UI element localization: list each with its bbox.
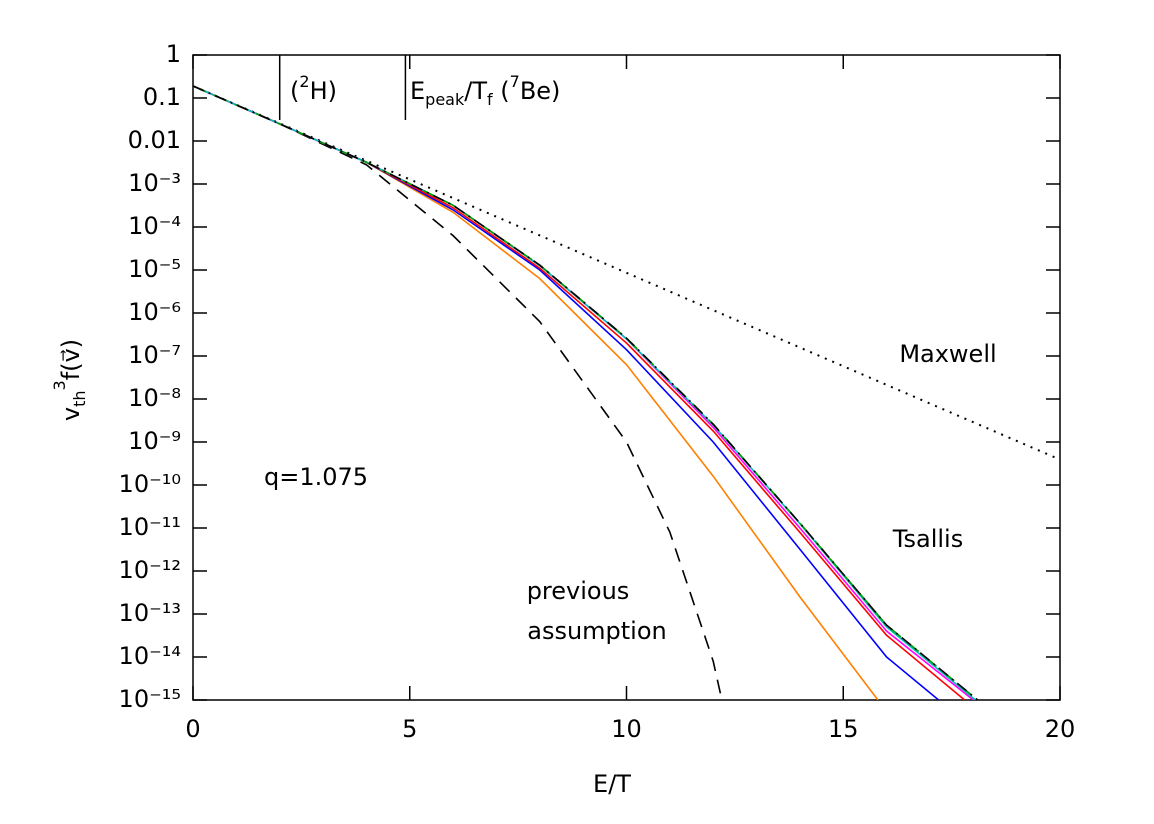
series-line: [193, 85, 979, 700]
series-line: [193, 85, 974, 700]
y-tick-label: 10⁻⁷: [128, 341, 181, 369]
y-tick-label: 10⁻⁵: [128, 255, 181, 283]
series-line: [193, 85, 976, 700]
y-tick-label: 0.01: [128, 126, 181, 154]
y-tick-label: 10⁻¹⁵: [119, 685, 181, 713]
y-tick-label: 0.1: [143, 83, 181, 111]
y-tick-label: 10⁻¹⁴: [119, 642, 181, 670]
series-line: [193, 85, 879, 700]
annotation: Maxwell: [899, 340, 996, 368]
marker-label: (2H): [290, 72, 337, 106]
series-line: [193, 85, 966, 700]
y-tick-label: 10⁻⁹: [128, 427, 181, 455]
series-line: [193, 85, 1060, 461]
series-line: [193, 85, 723, 700]
marker-label: Epeak/Tf (7Be): [410, 72, 560, 109]
y-tick-label: 10⁻⁸: [128, 384, 181, 412]
y-tick-label: 1: [166, 40, 181, 68]
x-tick-label: 10: [611, 715, 642, 743]
y-tick-label: 10⁻³: [128, 169, 181, 197]
x-axis-label: E/T: [593, 770, 631, 798]
x-tick-label: 5: [402, 715, 417, 743]
y-tick-label: 10⁻¹⁰: [119, 470, 181, 498]
x-tick-label: 15: [828, 715, 859, 743]
y-tick-label: 10⁻¹³: [119, 599, 181, 627]
annotation: q=1.075: [264, 463, 368, 491]
y-tick-label: 10⁻⁶: [128, 298, 181, 326]
annotation: Tsallis: [892, 525, 963, 553]
x-tick-label: 20: [1045, 715, 1076, 743]
annotation: assumption: [527, 617, 667, 645]
series-line: [193, 85, 979, 700]
series-line: [193, 85, 940, 700]
y-tick-label: 10⁻¹¹: [119, 513, 181, 541]
y-tick-label: 10⁻¹²: [119, 556, 181, 584]
x-tick-label: 0: [185, 715, 200, 743]
y-axis-label: vth3f(v⃗): [50, 339, 89, 421]
annotation: previous: [527, 577, 630, 605]
plot-area: [193, 85, 1060, 700]
y-tick-label: 10⁻⁴: [128, 212, 181, 240]
